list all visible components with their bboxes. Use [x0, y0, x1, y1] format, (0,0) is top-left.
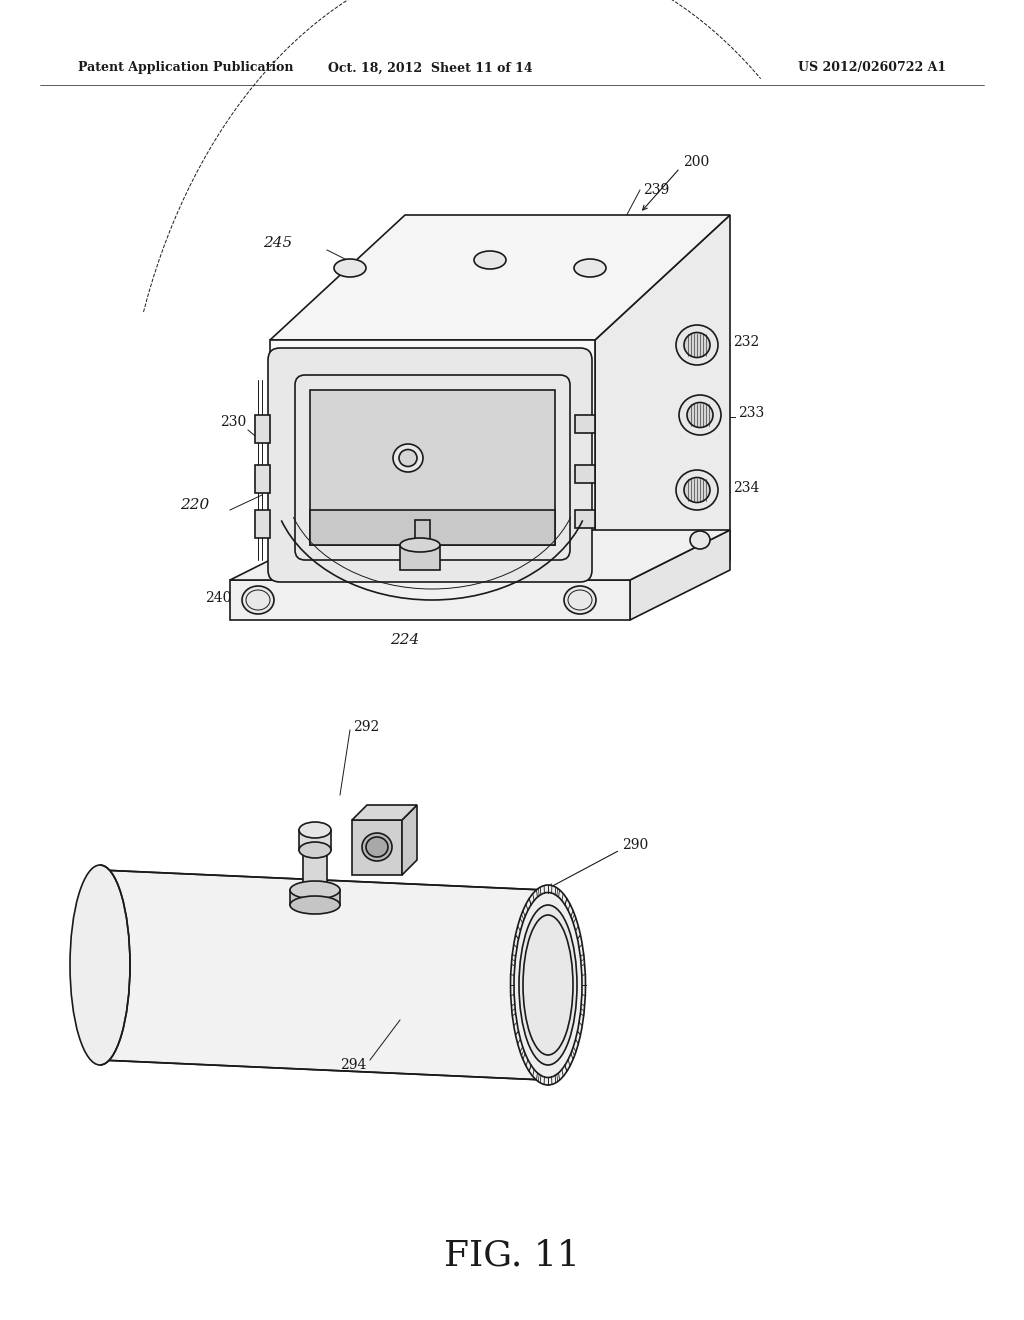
Ellipse shape: [511, 884, 586, 1085]
Text: FIG. 11: FIG. 11: [444, 1238, 580, 1272]
Ellipse shape: [399, 450, 417, 466]
Ellipse shape: [474, 251, 506, 269]
Ellipse shape: [400, 539, 440, 552]
Ellipse shape: [690, 531, 710, 549]
Text: 245: 245: [263, 236, 292, 249]
Ellipse shape: [70, 865, 130, 1065]
Text: 230: 230: [220, 414, 246, 429]
Text: 292: 292: [353, 719, 379, 734]
Polygon shape: [255, 465, 270, 492]
Polygon shape: [352, 820, 402, 875]
Ellipse shape: [679, 395, 721, 436]
Polygon shape: [400, 545, 440, 570]
Text: 200: 200: [683, 154, 710, 169]
Polygon shape: [230, 531, 730, 579]
Polygon shape: [255, 510, 270, 539]
Ellipse shape: [687, 403, 713, 428]
Ellipse shape: [334, 259, 366, 277]
Text: 245: 245: [600, 293, 630, 308]
Ellipse shape: [393, 444, 423, 473]
Ellipse shape: [290, 880, 340, 899]
Ellipse shape: [242, 586, 274, 614]
Ellipse shape: [366, 837, 388, 857]
Ellipse shape: [362, 833, 392, 861]
Text: Patent Application Publication: Patent Application Publication: [78, 62, 294, 74]
Polygon shape: [402, 805, 417, 875]
Ellipse shape: [303, 843, 327, 857]
Polygon shape: [310, 510, 555, 545]
Text: Oct. 18, 2012  Sheet 11 of 14: Oct. 18, 2012 Sheet 11 of 14: [328, 62, 532, 74]
Polygon shape: [310, 389, 555, 545]
Polygon shape: [575, 465, 595, 483]
Polygon shape: [290, 890, 340, 906]
Polygon shape: [303, 850, 327, 900]
Ellipse shape: [684, 478, 710, 503]
Text: US 2012/0260722 A1: US 2012/0260722 A1: [798, 62, 946, 74]
Polygon shape: [230, 579, 630, 620]
Polygon shape: [352, 805, 417, 820]
Polygon shape: [270, 341, 595, 590]
FancyBboxPatch shape: [268, 348, 592, 582]
Text: 239: 239: [643, 183, 670, 197]
Text: 290: 290: [622, 838, 648, 851]
Text: 233: 233: [738, 407, 764, 420]
Text: 232: 232: [733, 335, 759, 348]
Polygon shape: [575, 510, 595, 528]
Ellipse shape: [676, 325, 718, 366]
Ellipse shape: [676, 470, 718, 510]
Ellipse shape: [290, 896, 340, 913]
Polygon shape: [595, 215, 730, 590]
Ellipse shape: [519, 906, 577, 1065]
Polygon shape: [415, 520, 430, 545]
Text: 294: 294: [340, 1059, 367, 1072]
Polygon shape: [270, 215, 730, 341]
Text: 220: 220: [180, 498, 209, 512]
Ellipse shape: [299, 842, 331, 858]
Ellipse shape: [684, 333, 710, 358]
Text: 211: 211: [430, 318, 457, 333]
Text: 240: 240: [205, 591, 231, 605]
Polygon shape: [630, 531, 730, 620]
Text: 234: 234: [733, 480, 760, 495]
Polygon shape: [575, 414, 595, 433]
Polygon shape: [299, 830, 331, 850]
Polygon shape: [100, 870, 545, 1080]
Text: 218: 218: [380, 438, 407, 451]
Text: 224: 224: [390, 634, 419, 647]
Text: 240: 240: [608, 593, 635, 607]
Ellipse shape: [299, 822, 331, 838]
Ellipse shape: [574, 259, 606, 277]
Ellipse shape: [564, 586, 596, 614]
Polygon shape: [255, 414, 270, 444]
